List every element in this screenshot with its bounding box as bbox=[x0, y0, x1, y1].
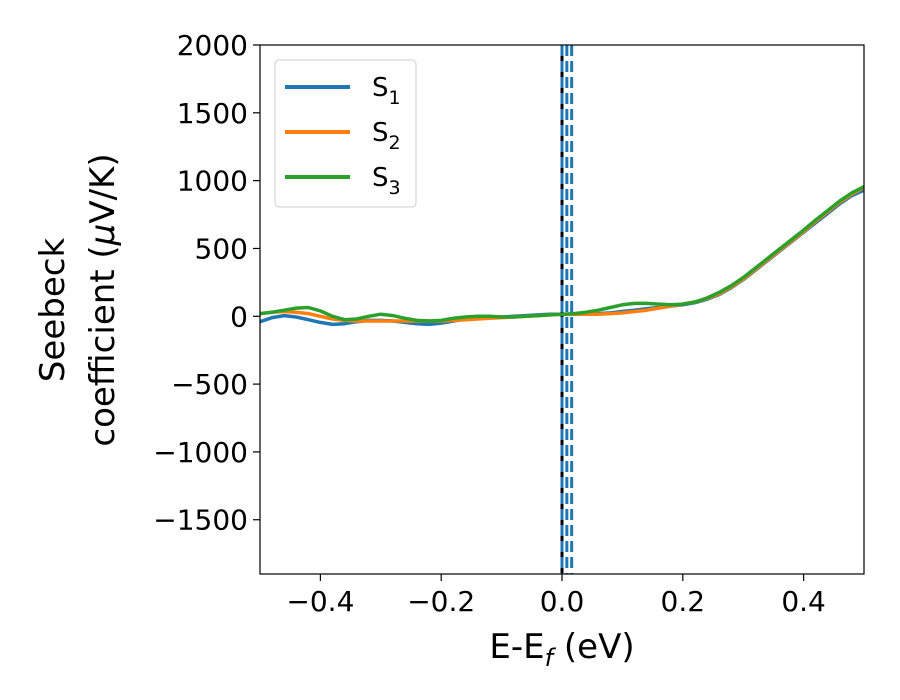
y-axis-title-prefix: coefficient ( bbox=[83, 245, 123, 446]
y-tick-label: 2000 bbox=[177, 29, 248, 62]
x-tick-label: −0.2 bbox=[407, 585, 475, 618]
x-axis-title: E-Ef (eV) bbox=[489, 627, 634, 672]
legend-label-subscript: 1 bbox=[389, 87, 401, 109]
y-tick-label: −1000 bbox=[153, 436, 248, 469]
x-tick-label: 0.2 bbox=[661, 585, 706, 618]
y-axis-title-line2: coefficient (μV/K) bbox=[83, 153, 123, 446]
y-tick-label: 0 bbox=[230, 300, 248, 333]
legend-label-subscript: 2 bbox=[389, 132, 401, 154]
x-tick-label: −0.4 bbox=[286, 585, 354, 618]
x-tick-label: 0.0 bbox=[540, 585, 585, 618]
legend-label-s1: S1 bbox=[372, 73, 401, 109]
x-tick-label: 0.4 bbox=[781, 585, 826, 618]
legend-label-s3: S3 bbox=[372, 163, 401, 199]
y-axis-title-line1: Seebeck bbox=[33, 238, 73, 383]
series-lines bbox=[260, 184, 864, 327]
legend-label-subscript: 3 bbox=[389, 177, 401, 199]
x-axis-ticks: −0.4 −0.2 0.0 0.2 0.4 bbox=[286, 574, 826, 618]
legend-label-main: S bbox=[372, 163, 389, 193]
x-axis-title-main: E-E bbox=[489, 627, 544, 667]
legend-label-main: S bbox=[372, 73, 389, 103]
legend-label-s2: S2 bbox=[372, 118, 401, 154]
vertical-lines bbox=[560, 45, 574, 574]
y-tick-label: 1000 bbox=[177, 165, 248, 198]
x-axis-title-tail: (eV) bbox=[553, 627, 635, 667]
y-axis-title-suffix: V/K) bbox=[83, 153, 123, 223]
y-tick-label: 1500 bbox=[177, 97, 248, 130]
y-axis-ticks: −1500 −1000 −500 0 500 1000 1500 2000 bbox=[153, 29, 260, 537]
y-axis-title-mu: μ bbox=[83, 224, 123, 247]
y-tick-label: −500 bbox=[171, 368, 248, 401]
legend-label-main: S bbox=[372, 118, 389, 148]
y-tick-label: −1500 bbox=[153, 504, 248, 537]
series-line-s3 bbox=[260, 184, 864, 323]
y-tick-label: 500 bbox=[195, 232, 248, 265]
